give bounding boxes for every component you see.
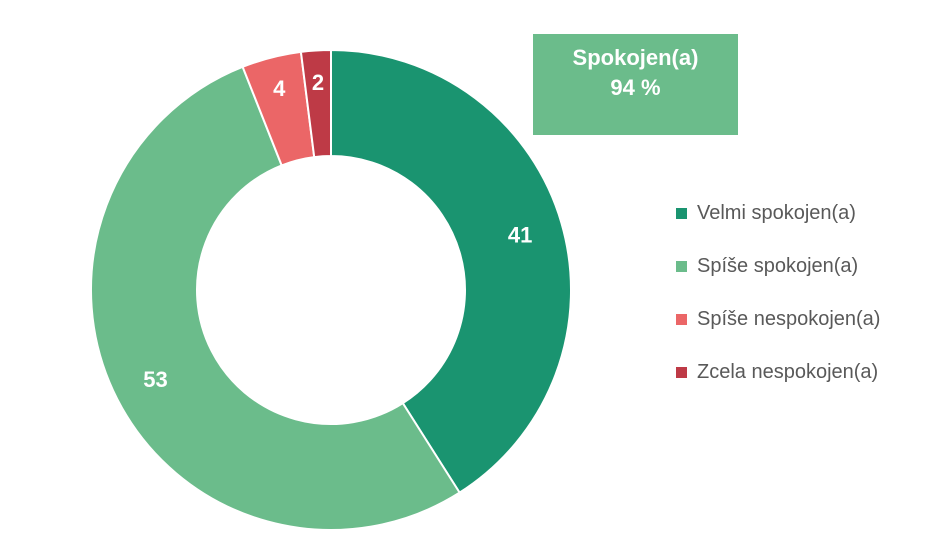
- callout-value: 94 %: [610, 75, 661, 100]
- data-label-spise-nespokojen: 4: [273, 76, 286, 101]
- donut-slice-velmi-spokojen: [330, 48, 572, 495]
- donut-slice-spise-spokojen: [90, 65, 461, 531]
- legend-swatch: [676, 314, 687, 325]
- legend-swatch: [676, 367, 687, 378]
- data-label-spise-spokojen: 53: [143, 367, 167, 392]
- legend-swatch: [676, 208, 687, 219]
- data-label-zcela-nespokojen: 2: [312, 70, 324, 95]
- donut-data-labels: 41 53 4 2: [143, 70, 532, 392]
- donut-slices: [90, 48, 572, 531]
- legend-item-zcela-nespokojen: Zcela nespokojen(a): [676, 358, 880, 411]
- legend-label: Spíše nespokojen(a): [697, 308, 881, 330]
- callout-label: Spokojen(a): [572, 45, 699, 70]
- legend-item-spise-nespokojen: Spíše nespokojen(a): [676, 305, 880, 358]
- donut-slice-zcela-nespokojen: [299, 48, 332, 159]
- legend-item-spise-spokojen: Spíše spokojen(a): [676, 252, 880, 305]
- legend-label: Zcela nespokojen(a): [697, 361, 879, 383]
- chart-legend: Velmi spokojen(a) Spíše spokojen(a) Spíš…: [676, 199, 880, 411]
- legend-label: Spíše spokojen(a): [697, 255, 859, 277]
- satisfied-summary-callout: Spokojen(a) 94 %: [533, 34, 738, 135]
- legend-label: Velmi spokojen(a): [697, 202, 856, 224]
- legend-item-velmi-spokojen: Velmi spokojen(a): [676, 199, 880, 252]
- legend-swatch: [676, 261, 687, 272]
- data-label-velmi-spokojen: 41: [508, 223, 532, 248]
